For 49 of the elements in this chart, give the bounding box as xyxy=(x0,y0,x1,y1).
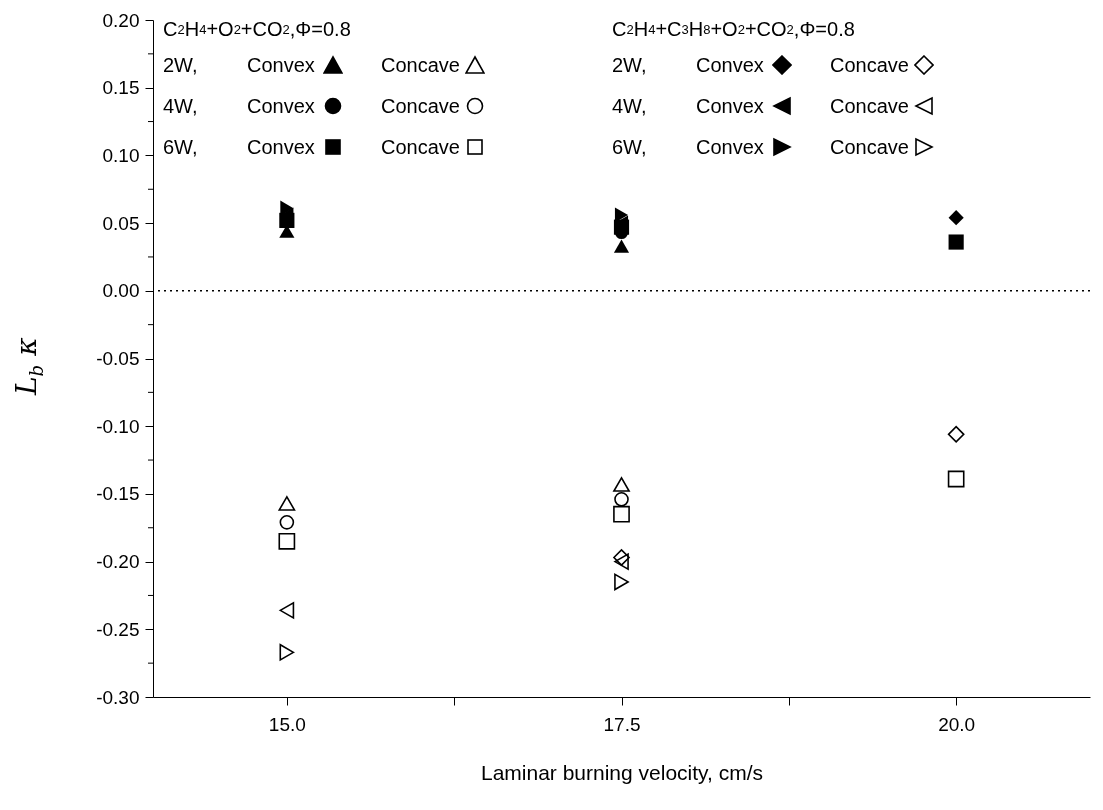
point xyxy=(614,573,629,591)
legend-label: Concave xyxy=(381,53,460,76)
legend-label: Convex xyxy=(696,53,764,76)
annotation: 4W, xyxy=(163,94,199,117)
point xyxy=(613,477,630,492)
annotation: 6W, xyxy=(612,135,648,158)
y-tick-label: -0.25 xyxy=(96,618,140,640)
legend-label: Concave xyxy=(381,135,460,158)
y-tick-label: -0.15 xyxy=(96,483,140,505)
x-axis-title: Laminar burning velocity, cm/s xyxy=(480,760,764,784)
point xyxy=(948,234,964,250)
y-tick-label: 0.10 xyxy=(102,144,140,166)
x-tick-label: 15.0 xyxy=(268,713,306,735)
x-tick-label: 20.0 xyxy=(938,713,976,735)
point xyxy=(613,505,630,523)
point xyxy=(948,210,964,226)
legend-label: Convex xyxy=(696,94,764,117)
annotation: 2W, xyxy=(163,53,199,76)
point xyxy=(614,553,629,570)
x-tick-label: 17.5 xyxy=(603,713,641,735)
point xyxy=(613,549,630,566)
y-tick-label: -0.05 xyxy=(96,348,140,369)
point xyxy=(947,470,965,488)
legend-label: Concave xyxy=(381,94,460,117)
point xyxy=(947,425,965,443)
y-tick-label: 0.05 xyxy=(102,212,140,234)
point xyxy=(279,643,295,661)
legend-label: Convex xyxy=(696,135,764,158)
annotation: 6W, xyxy=(163,135,199,158)
y-tick-label: -0.10 xyxy=(96,415,140,437)
point xyxy=(278,532,296,550)
y-tick-label: 0.20 xyxy=(102,9,140,31)
y-tick-label: -0.30 xyxy=(96,686,140,708)
point xyxy=(614,492,629,507)
legend-label: Concave xyxy=(830,53,909,76)
point xyxy=(279,601,295,619)
legend-label: Convex xyxy=(247,135,315,158)
point xyxy=(279,515,295,530)
legend-label: Convex xyxy=(247,53,315,76)
y-tick-label: -0.20 xyxy=(96,551,140,573)
point xyxy=(278,496,296,511)
annotation: 4W, xyxy=(612,94,648,117)
y-tick-label: 0.15 xyxy=(102,77,140,99)
y-tick-label: 0.00 xyxy=(102,280,140,302)
legend-label: Convex xyxy=(247,94,315,117)
legend-label: Concave xyxy=(830,135,909,158)
legend-label: Concave xyxy=(830,94,909,117)
annotation: 2W, xyxy=(612,53,648,76)
point xyxy=(613,239,630,253)
